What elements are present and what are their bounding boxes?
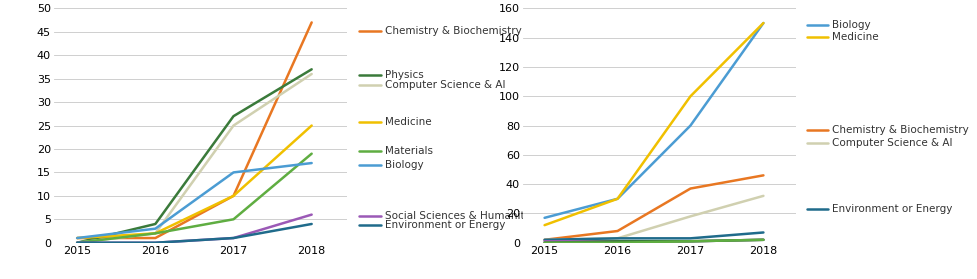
- Text: Medicine: Medicine: [831, 32, 878, 42]
- Text: Social Sciences & Humanities: Social Sciences & Humanities: [385, 211, 539, 221]
- Text: Physics: Physics: [385, 70, 424, 80]
- Text: Medicine: Medicine: [385, 117, 432, 127]
- Text: Computer Science & AI: Computer Science & AI: [831, 138, 953, 148]
- Text: Biology: Biology: [385, 160, 424, 170]
- Text: Environment or Energy: Environment or Energy: [831, 204, 953, 214]
- Text: Computer Science & AI: Computer Science & AI: [385, 80, 505, 90]
- Text: Biology: Biology: [831, 20, 871, 30]
- Text: Environment or Energy: Environment or Energy: [385, 220, 505, 230]
- Text: Chemistry & Biochemistry: Chemistry & Biochemistry: [831, 125, 968, 135]
- Text: Chemistry & Biochemistry: Chemistry & Biochemistry: [385, 26, 522, 36]
- Text: Materials: Materials: [385, 146, 433, 156]
